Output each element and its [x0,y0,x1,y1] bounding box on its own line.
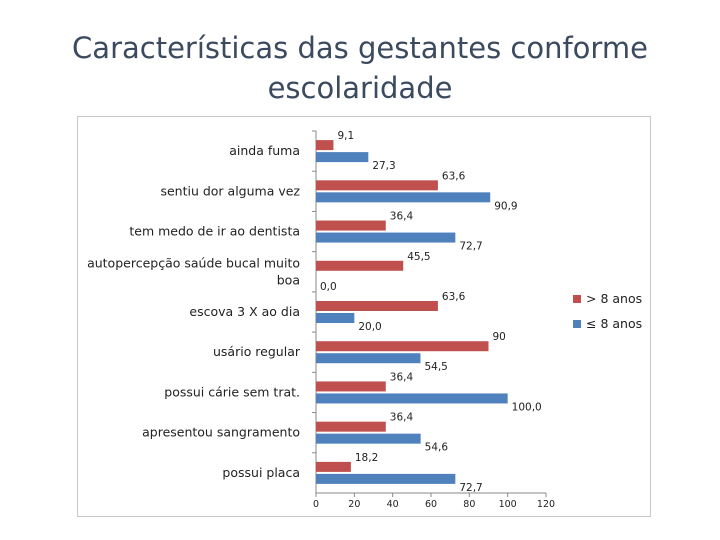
data-label: 72,7 [459,241,482,253]
category-label: apresentou sangramento [142,425,300,440]
category-label: boa [277,272,300,287]
data-label: 0,0 [320,281,337,293]
data-label: 36,4 [390,211,414,223]
x-tick-label: 0 [313,499,319,510]
data-label: 36,4 [390,371,414,383]
bar-gt-8-anos [316,180,438,191]
bar-le-8-anos [316,232,456,243]
x-tick-label: 60 [425,499,437,510]
data-label: 63,6 [442,170,466,182]
data-label: 18,2 [355,452,378,464]
data-label: 54,5 [424,361,447,373]
bar-gt-8-anos [316,341,489,352]
data-label: 27,3 [372,160,395,172]
legend-swatch-le-8-anos [573,320,581,328]
x-tick-label: 20 [348,499,360,510]
category-label: sentiu dor alguma vez [160,183,300,198]
data-label: 90 [493,331,506,343]
bar-le-8-anos [316,152,369,163]
category-label: possui cárie sem trat. [164,384,300,399]
data-label: 63,6 [442,291,466,303]
data-label: 90,9 [494,200,517,212]
category-label: tem medo de ir ao dentista [129,224,300,239]
x-tick-label: 120 [537,499,555,510]
bar-gt-8-anos [316,220,386,231]
category-label: possui placa [222,465,300,480]
category-label: escova 3 X ao dia [189,304,300,319]
legend-label: > 8 anos [586,291,642,306]
bar-gt-8-anos [316,260,404,271]
bar-le-8-anos [316,433,421,444]
bar-gt-8-anos [316,421,386,432]
x-tick-label: 80 [463,499,475,510]
data-label: 100,0 [512,401,542,413]
bar-gt-8-anos [316,381,386,392]
data-label: 54,6 [425,442,449,454]
legend-swatch-gt-8-anos [573,295,581,303]
data-label: 36,4 [390,412,414,424]
category-label: ainda fuma [229,143,300,158]
data-label: 9,1 [337,130,354,142]
slide-title: Características das gestantes conforme e… [40,28,680,108]
bar-le-8-anos [316,353,421,364]
bar-gt-8-anos [316,140,334,151]
bar-le-8-anos [316,313,355,323]
bar-le-8-anos [316,393,508,404]
data-label: 45,5 [407,251,430,263]
title-line-1: Características das gestantes conforme [72,31,648,65]
category-label: autopercepção saúde bucal muito [87,255,300,270]
bar-gt-8-anos [316,301,438,311]
data-label: 72,7 [459,482,482,494]
data-label: 20,0 [358,321,381,333]
bar-gt-8-anos [316,461,351,472]
category-label: usário regular [213,344,301,359]
bar-le-8-anos [316,473,456,484]
x-tick-label: 100 [499,499,517,510]
legend-label: ≤ 8 anos [586,316,642,331]
title-line-2: escolaridade [267,71,453,105]
x-tick-label: 40 [387,499,399,510]
bar-le-8-anos [316,192,491,203]
